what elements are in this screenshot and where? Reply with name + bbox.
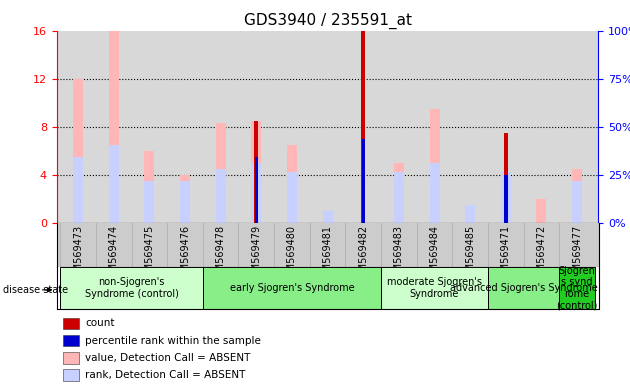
Text: GSM569480: GSM569480 — [287, 225, 297, 284]
Bar — [180, 181, 190, 223]
Bar — [60, 267, 203, 309]
Text: GSM569481: GSM569481 — [323, 225, 333, 284]
Bar — [501, 172, 511, 223]
Bar — [465, 205, 475, 223]
Text: advanced Sjogren's Syndrome: advanced Sjogren's Syndrome — [450, 283, 597, 293]
Text: rank, Detection Call = ABSENT: rank, Detection Call = ABSENT — [85, 370, 246, 380]
Bar — [73, 79, 83, 223]
Bar — [362, 139, 365, 223]
Text: moderate Sjogren's
Syndrome: moderate Sjogren's Syndrome — [387, 277, 482, 299]
Bar — [361, 31, 365, 223]
Bar — [251, 163, 261, 223]
Bar — [488, 267, 559, 309]
Bar — [504, 175, 508, 223]
Text: non-Sjogren's
Syndrome (control): non-Sjogren's Syndrome (control) — [84, 277, 178, 299]
Text: GSM569471: GSM569471 — [501, 225, 511, 284]
Bar — [323, 211, 333, 223]
Text: GSM569482: GSM569482 — [358, 225, 369, 284]
Bar — [430, 109, 440, 223]
Bar — [73, 157, 83, 223]
Bar — [503, 133, 508, 223]
Bar — [255, 157, 258, 223]
Bar — [394, 172, 404, 223]
Title: GDS3940 / 235591_at: GDS3940 / 235591_at — [244, 13, 411, 29]
Bar — [287, 172, 297, 223]
Bar — [215, 169, 226, 223]
Bar — [251, 121, 261, 223]
Bar — [254, 121, 258, 223]
Text: GSM569476: GSM569476 — [180, 225, 190, 284]
Bar — [572, 169, 582, 223]
Bar — [430, 163, 440, 223]
Bar — [215, 123, 226, 223]
Text: Sjogren
s synd
rome
(control): Sjogren s synd rome (control) — [556, 266, 598, 310]
Bar — [109, 145, 118, 223]
Bar — [109, 31, 118, 223]
Text: GSM569475: GSM569475 — [144, 225, 154, 284]
Text: value, Detection Call = ABSENT: value, Detection Call = ABSENT — [85, 353, 251, 363]
Text: early Sjogren's Syndrome: early Sjogren's Syndrome — [230, 283, 354, 293]
Bar — [144, 151, 154, 223]
Text: GSM569477: GSM569477 — [572, 225, 582, 284]
Text: GSM569484: GSM569484 — [430, 225, 440, 284]
Bar — [144, 181, 154, 223]
Text: percentile rank within the sample: percentile rank within the sample — [85, 336, 261, 346]
Bar — [394, 163, 404, 223]
Text: GSM569478: GSM569478 — [215, 225, 226, 284]
Bar — [381, 267, 488, 309]
Bar — [287, 145, 297, 223]
Bar — [323, 211, 333, 223]
Text: count: count — [85, 318, 115, 328]
Text: GSM569483: GSM569483 — [394, 225, 404, 284]
Text: GSM569473: GSM569473 — [73, 225, 83, 284]
Text: GSM569472: GSM569472 — [537, 225, 546, 284]
Text: disease state: disease state — [3, 285, 68, 295]
Bar — [465, 205, 475, 223]
Text: GSM569485: GSM569485 — [465, 225, 475, 284]
Bar — [180, 175, 190, 223]
Text: GSM569479: GSM569479 — [251, 225, 261, 284]
Bar — [203, 267, 381, 309]
Bar — [537, 199, 546, 223]
Bar — [559, 267, 595, 309]
Text: GSM569474: GSM569474 — [109, 225, 118, 284]
Bar — [572, 181, 582, 223]
